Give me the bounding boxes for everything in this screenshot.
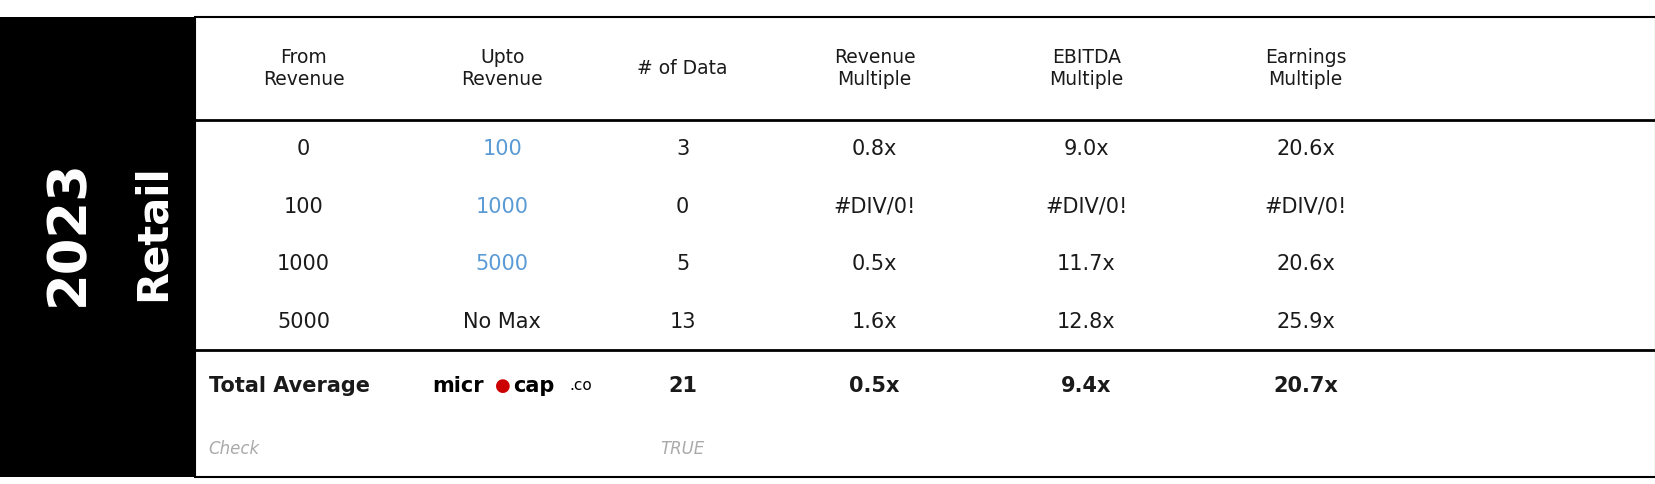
Text: 1000: 1000	[475, 197, 528, 217]
Text: 0: 0	[675, 197, 688, 217]
Text: 3: 3	[675, 139, 688, 159]
Text: 0.8x: 0.8x	[851, 139, 897, 159]
Text: 1.6x: 1.6x	[851, 312, 897, 332]
Text: Total Average: Total Average	[209, 376, 369, 396]
Text: # of Data: # of Data	[637, 59, 727, 78]
Text: 5000: 5000	[475, 254, 528, 274]
Text: 20.6x: 20.6x	[1276, 254, 1334, 274]
Text: 0.5x: 0.5x	[849, 376, 899, 396]
Text: #DIV/0!: #DIV/0!	[1263, 197, 1346, 217]
Text: 0: 0	[296, 139, 309, 159]
Text: 12.8x: 12.8x	[1056, 312, 1115, 332]
Text: Upto
Revenue: Upto Revenue	[462, 48, 543, 89]
Text: 20.6x: 20.6x	[1276, 139, 1334, 159]
Text: 13: 13	[669, 312, 695, 332]
Text: 5000: 5000	[276, 312, 329, 332]
Text: cap: cap	[513, 376, 554, 396]
Text: 0.5x: 0.5x	[851, 254, 897, 274]
Text: 1000: 1000	[276, 254, 329, 274]
Text: #DIV/0!: #DIV/0!	[1044, 197, 1127, 217]
Text: micr: micr	[432, 376, 483, 396]
Text: 11.7x: 11.7x	[1056, 254, 1115, 274]
Text: Earnings
Multiple: Earnings Multiple	[1264, 48, 1346, 89]
Text: Check: Check	[209, 440, 260, 458]
Text: #DIV/0!: #DIV/0!	[832, 197, 915, 217]
Text: 9.4x: 9.4x	[1061, 376, 1111, 396]
Text: Retail: Retail	[131, 164, 174, 301]
Text: 100: 100	[482, 139, 521, 159]
Text: EBITDA
Multiple: EBITDA Multiple	[1049, 48, 1122, 89]
Text: TRUE: TRUE	[660, 440, 705, 458]
Text: 25.9x: 25.9x	[1276, 312, 1334, 332]
Text: 9.0x: 9.0x	[1063, 139, 1109, 159]
Text: .co: .co	[569, 378, 592, 393]
FancyBboxPatch shape	[0, 17, 195, 477]
Text: From
Revenue: From Revenue	[263, 48, 344, 89]
Text: No Max: No Max	[463, 312, 541, 332]
Text: 100: 100	[283, 197, 323, 217]
Text: 21: 21	[667, 376, 697, 396]
Text: 20.7x: 20.7x	[1273, 376, 1337, 396]
Bar	[195, 17, 1655, 477]
Text: 2023: 2023	[43, 159, 94, 306]
Text: ●: ●	[495, 377, 511, 395]
Text: Revenue
Multiple: Revenue Multiple	[832, 48, 915, 89]
Text: 5: 5	[675, 254, 688, 274]
